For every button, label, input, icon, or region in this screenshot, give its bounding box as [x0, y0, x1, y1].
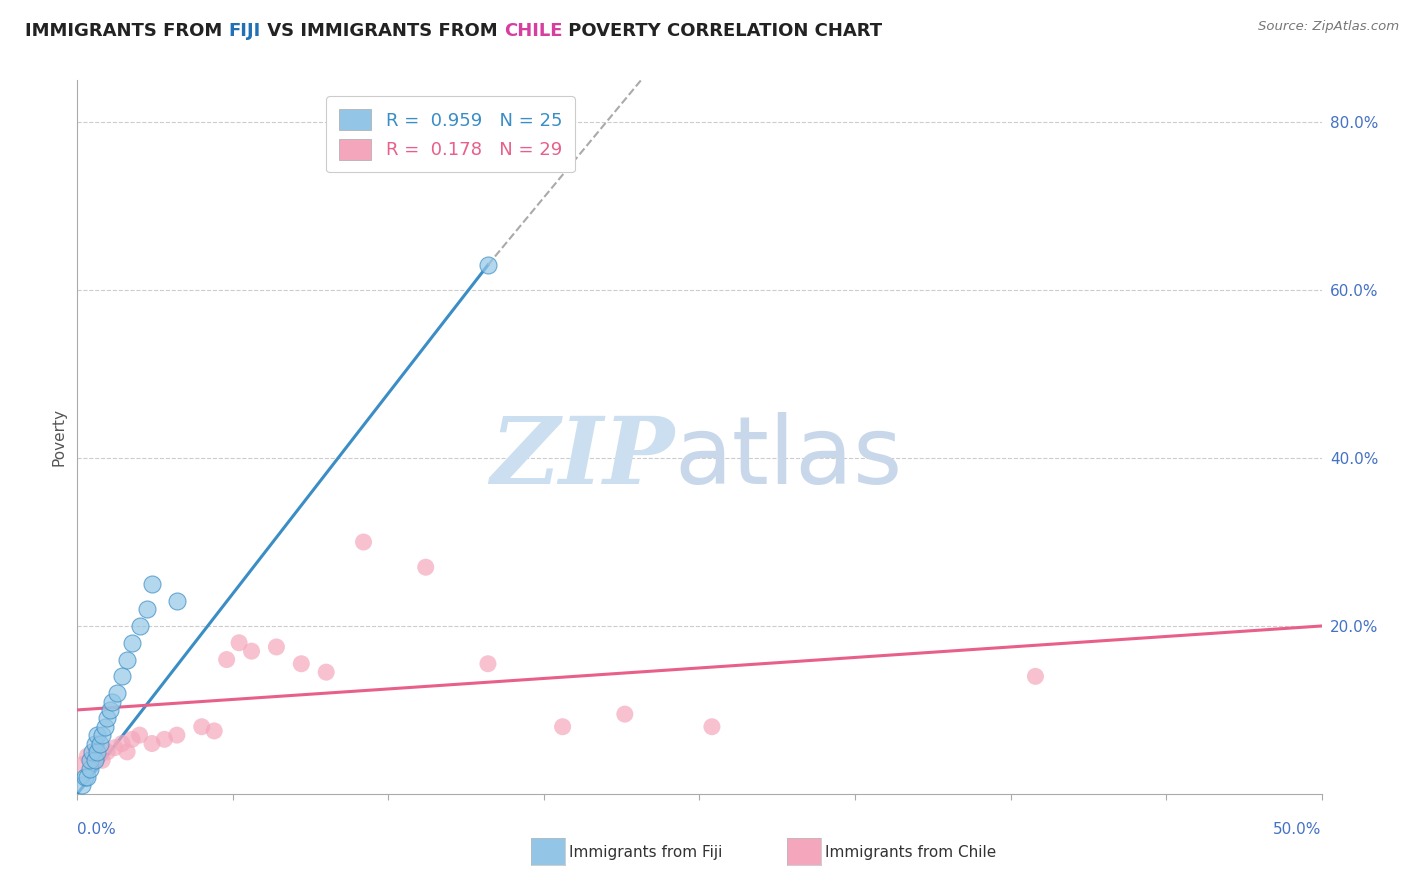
- Point: [79, 753, 101, 767]
- Point: [290, 657, 312, 671]
- Point: [136, 602, 159, 616]
- Point: [153, 732, 176, 747]
- Text: ZIP: ZIP: [491, 414, 675, 503]
- Point: [76, 770, 98, 784]
- Point: [79, 762, 101, 776]
- Text: 0.0%: 0.0%: [77, 822, 117, 838]
- Point: [240, 644, 263, 658]
- Legend: R =  0.959   N = 25, R =  0.178   N = 29: R = 0.959 N = 25, R = 0.178 N = 29: [326, 96, 575, 172]
- Point: [191, 720, 214, 734]
- Point: [128, 619, 150, 633]
- Text: Source: ZipAtlas.com: Source: ZipAtlas.com: [1258, 20, 1399, 33]
- Point: [76, 749, 98, 764]
- Text: POVERTY CORRELATION CHART: POVERTY CORRELATION CHART: [562, 22, 883, 40]
- Point: [477, 657, 499, 671]
- Point: [315, 665, 337, 680]
- Text: VS IMMIGRANTS FROM: VS IMMIGRANTS FROM: [262, 22, 503, 40]
- Point: [91, 728, 114, 742]
- Point: [105, 686, 128, 700]
- Point: [166, 728, 188, 742]
- Point: [215, 652, 238, 666]
- Point: [86, 745, 108, 759]
- Point: [551, 720, 574, 734]
- Point: [96, 745, 118, 759]
- Point: [73, 770, 96, 784]
- Point: [96, 711, 118, 725]
- Point: [128, 728, 150, 742]
- Point: [121, 732, 143, 747]
- Point: [228, 636, 250, 650]
- Text: FIJI: FIJI: [229, 22, 262, 40]
- Point: [115, 745, 138, 759]
- Point: [83, 753, 105, 767]
- Text: IMMIGRANTS FROM: IMMIGRANTS FROM: [25, 22, 229, 40]
- Y-axis label: Poverty: Poverty: [51, 408, 66, 467]
- Text: CHILE: CHILE: [503, 22, 562, 40]
- Point: [89, 737, 111, 751]
- Text: Immigrants from Chile: Immigrants from Chile: [825, 846, 997, 860]
- Point: [104, 740, 127, 755]
- Text: atlas: atlas: [675, 412, 903, 505]
- Point: [86, 728, 108, 742]
- Point: [266, 640, 288, 654]
- Point: [141, 577, 163, 591]
- Point: [353, 535, 375, 549]
- Point: [82, 753, 104, 767]
- Point: [72, 779, 94, 793]
- Point: [111, 669, 134, 683]
- Point: [83, 737, 105, 751]
- Point: [82, 745, 104, 759]
- Point: [101, 694, 124, 708]
- Point: [72, 757, 94, 772]
- Point: [93, 720, 115, 734]
- Point: [91, 753, 114, 767]
- Point: [86, 745, 108, 759]
- Point: [613, 707, 636, 722]
- Text: Immigrants from Fiji: Immigrants from Fiji: [569, 846, 723, 860]
- Point: [98, 703, 121, 717]
- Point: [700, 720, 723, 734]
- Point: [202, 723, 225, 738]
- Point: [141, 737, 163, 751]
- Point: [166, 594, 188, 608]
- Point: [121, 636, 143, 650]
- Point: [111, 737, 134, 751]
- Point: [477, 258, 499, 272]
- Text: 50.0%: 50.0%: [1274, 822, 1322, 838]
- Point: [415, 560, 437, 574]
- Point: [1024, 669, 1046, 683]
- Point: [115, 652, 138, 666]
